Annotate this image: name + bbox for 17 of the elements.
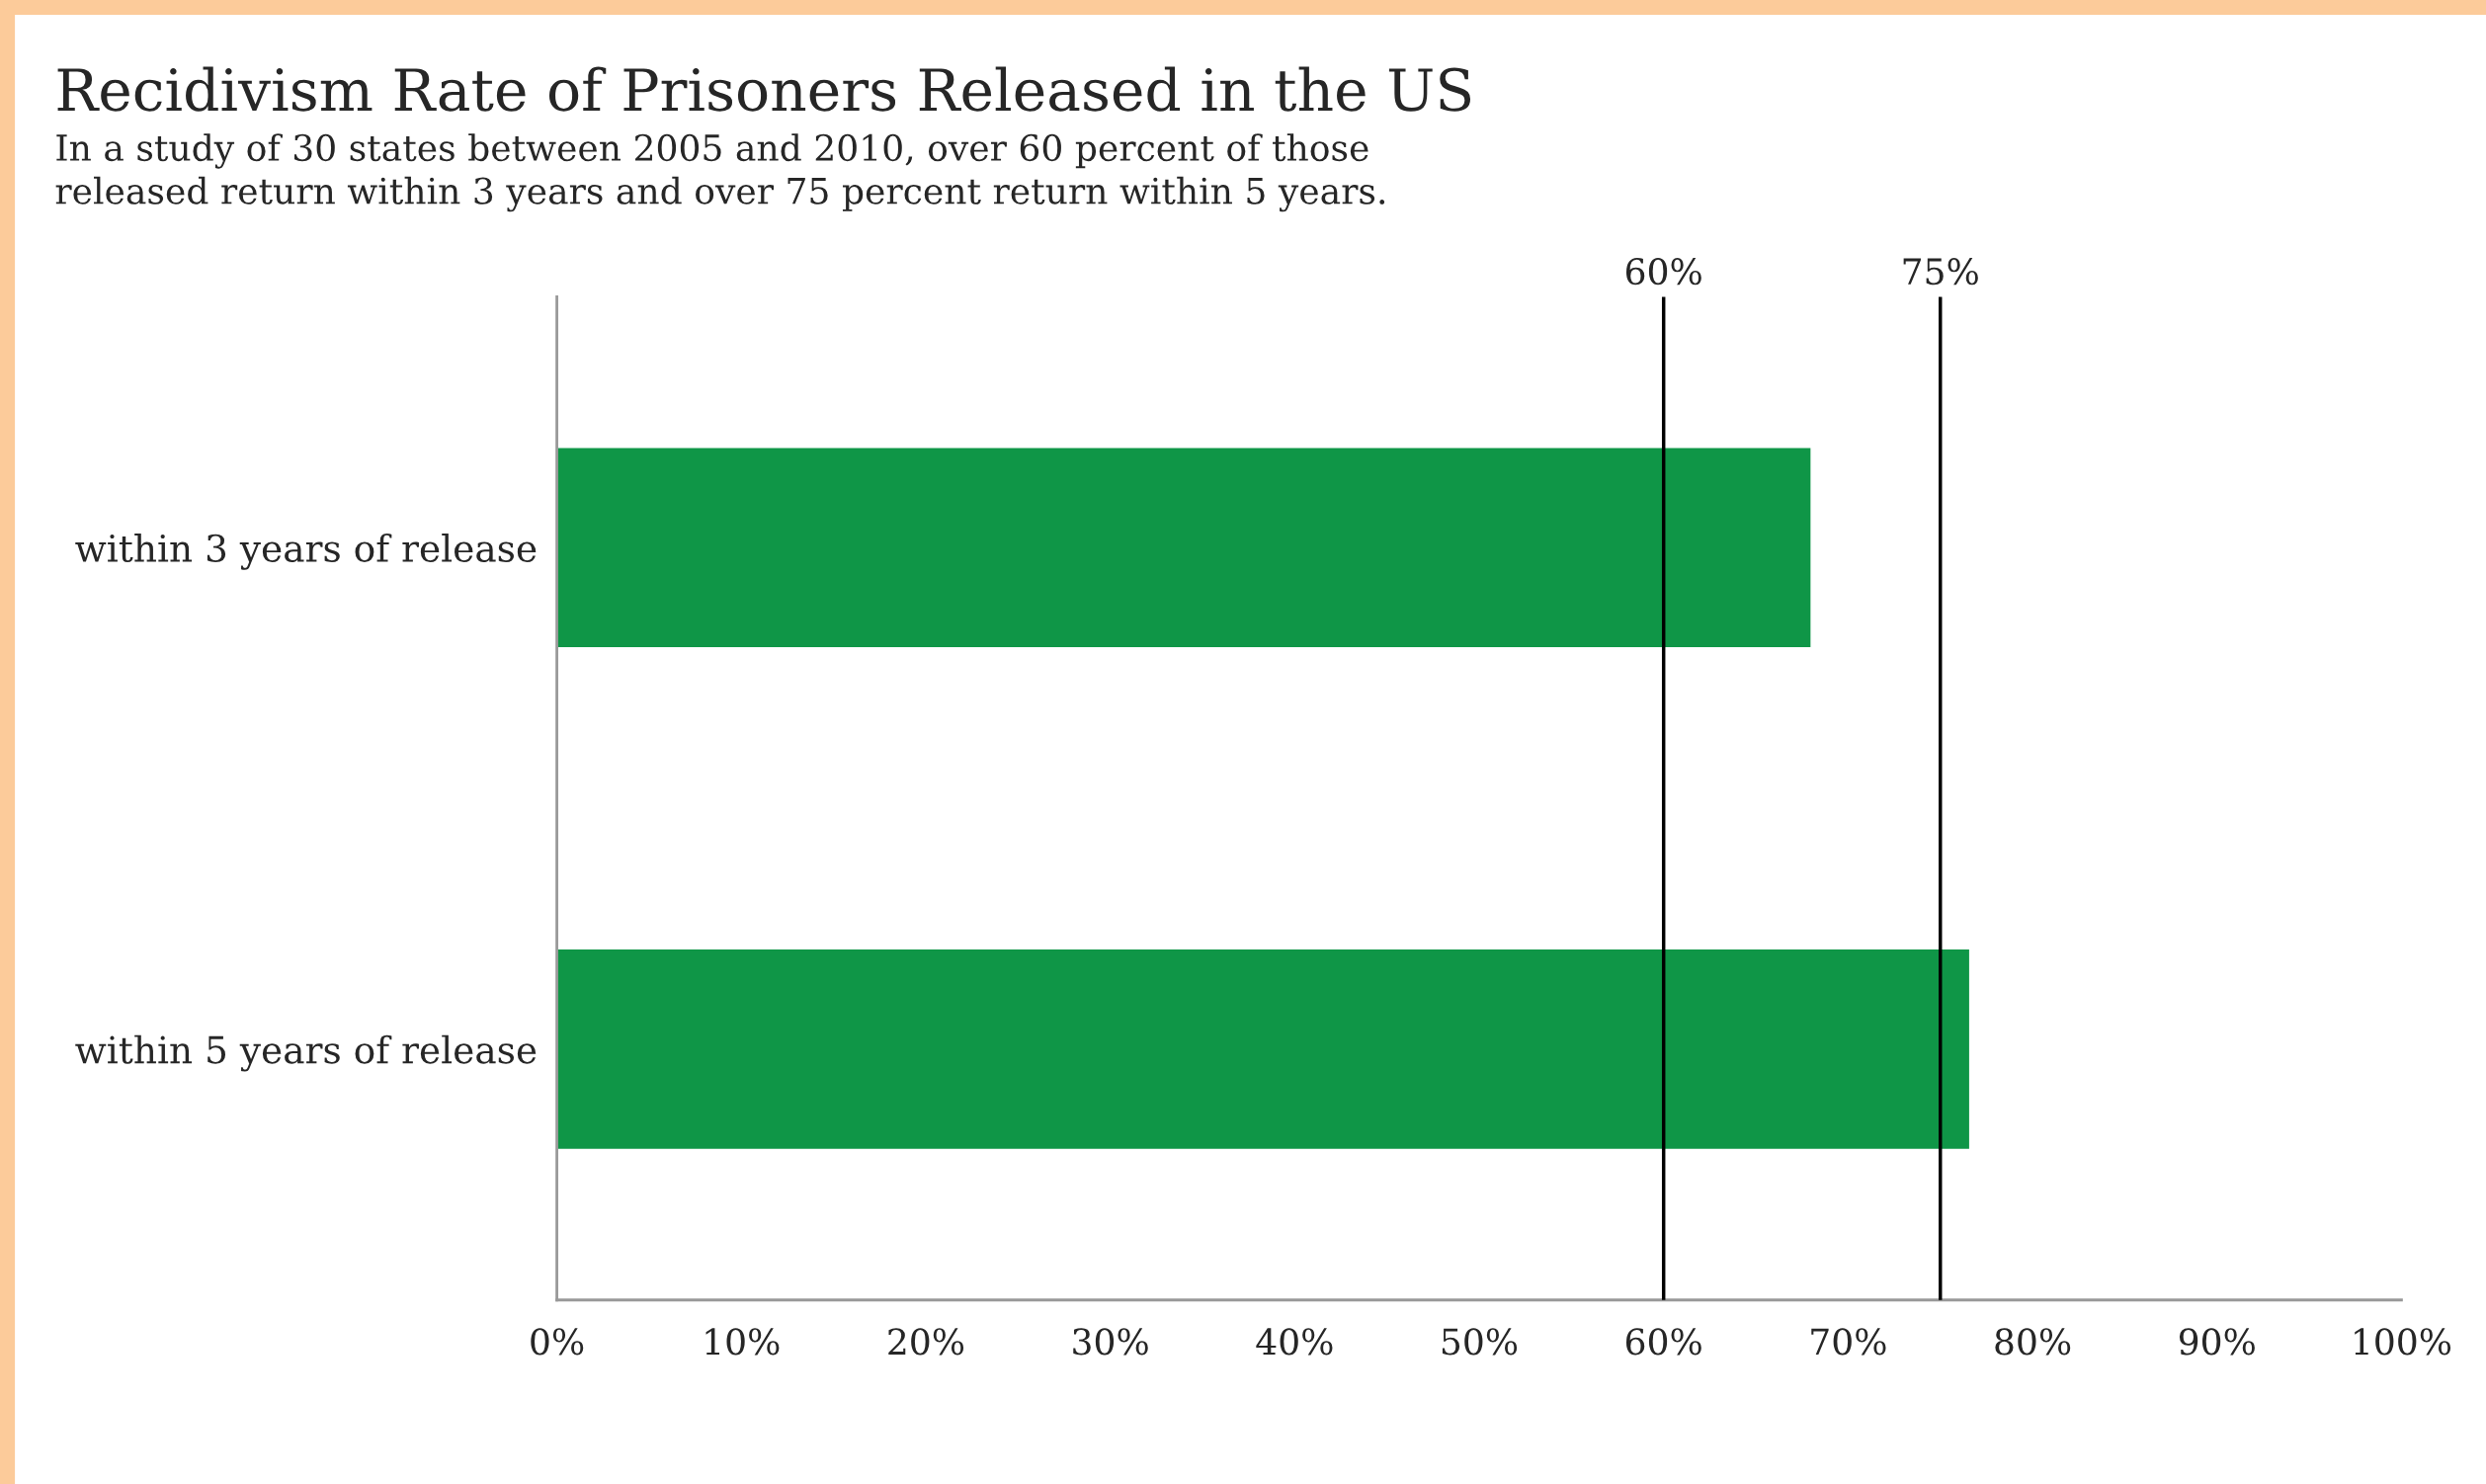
x-tick-label: 20% (888, 1328, 964, 1356)
x-tick-label: 50% (1442, 1328, 1518, 1356)
x-tick-label: 100% (2355, 1328, 2451, 1356)
x-tick-label: 0% (531, 1328, 584, 1356)
x-tick-label: 10% (705, 1328, 780, 1356)
chart-subtitle: In a study of 30 states between 2005 and 2010, over 60 percent of those released return within 3 years and over 75 percent return within 5 years. (55, 133, 1385, 212)
ref-line-label: 75% (1903, 258, 1978, 286)
x-tick-label: 40% (1256, 1328, 1333, 1356)
x-tick-label: 90% (2179, 1328, 2255, 1356)
x-tick-label: 70% (1811, 1328, 1886, 1356)
chart-title: Recidivism Rate of Prisoners Released in the US (57, 66, 1471, 112)
x-tick-label: 80% (1995, 1328, 2071, 1356)
y-tick-label: within 5 years of release (75, 1034, 537, 1072)
x-tick-label: 60% (1625, 1328, 1701, 1356)
x-tick-label: 30% (1073, 1328, 1148, 1356)
ref-line-label: 60% (1625, 258, 1701, 286)
y-tick-label: within 3 years of release (75, 533, 537, 570)
